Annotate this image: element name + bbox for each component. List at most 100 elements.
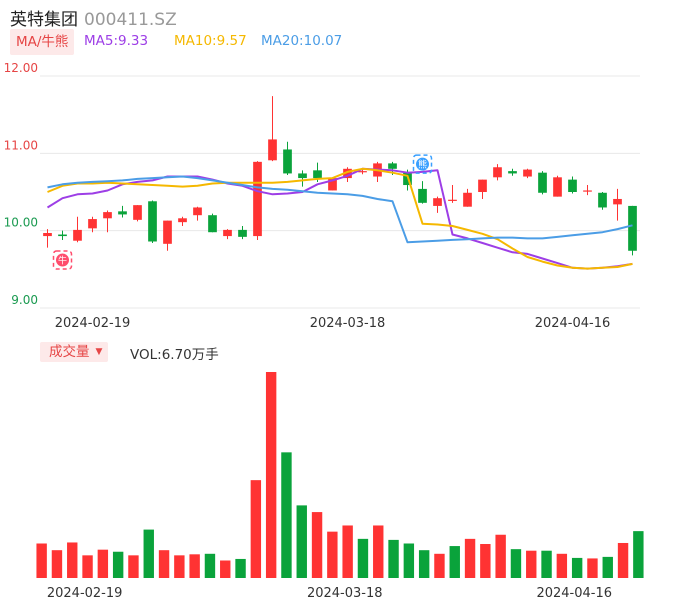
signal-markers: 牛熊: [52, 154, 433, 270]
candle: [463, 188, 472, 207]
candle-body: [538, 172, 547, 193]
volume-x-tick-label: 2024-03-18: [307, 586, 383, 601]
volume-bar: [357, 538, 369, 578]
candle-body: [598, 192, 607, 208]
volume-bar: [327, 531, 338, 578]
candle: [493, 164, 502, 181]
candle-body: [253, 161, 262, 237]
candle-body: [433, 198, 442, 206]
volume-bar: [617, 542, 629, 578]
candle-body: [448, 199, 457, 201]
ma-lines: [46, 167, 633, 270]
chevron-down-icon: ▼: [95, 347, 103, 357]
volume-bar: [373, 525, 384, 578]
candle: [283, 141, 292, 175]
volume-bar: [342, 525, 353, 578]
candle-body: [343, 168, 352, 179]
volume-bar: [112, 551, 124, 578]
candle-body: [313, 170, 322, 179]
candle: [58, 230, 67, 240]
candle: [88, 216, 97, 233]
volume-bar: [250, 480, 262, 578]
candle: [433, 196, 442, 213]
volume-bar: [526, 550, 537, 578]
volume-bar: [633, 531, 644, 578]
candle: [628, 205, 637, 256]
x-tick-label: 2024-04-16: [535, 316, 611, 331]
candle: [478, 179, 487, 199]
ma-indicator-tag[interactable]: MA/牛熊: [10, 29, 75, 55]
volume-tag-label: 成交量: [49, 344, 90, 360]
candle: [178, 216, 187, 227]
volume-value: VOL:6.70万手: [130, 347, 219, 363]
candle-body: [568, 179, 577, 192]
candle-body: [508, 171, 517, 174]
bear-signal-icon: 熊: [412, 154, 433, 174]
candle: [343, 167, 352, 182]
signal-frame: [52, 250, 73, 270]
price-date-axis: 2024-02-19 2024-03-18 2024-04-16: [55, 316, 611, 331]
volume-bar: [128, 555, 139, 578]
ma10-legend: MA10:9.57: [174, 33, 247, 49]
candle: [613, 188, 622, 221]
ma10-line: [47, 167, 633, 270]
candle: [148, 200, 157, 244]
candle-body: [583, 190, 592, 192]
ma5-legend: MA5:9.33: [84, 33, 149, 49]
volume-bar: [602, 556, 613, 578]
candle-body: [43, 232, 52, 237]
volume-bar: [204, 553, 216, 578]
volume-bar: [265, 372, 277, 578]
volume-bar: [311, 512, 323, 578]
candle: [223, 229, 232, 240]
volume-bar: [36, 543, 47, 578]
candle: [448, 185, 457, 203]
volume-bar: [82, 555, 93, 578]
candle-body: [163, 220, 172, 244]
candle-body: [58, 234, 67, 237]
candle-body: [103, 212, 112, 219]
candle-body: [88, 219, 97, 229]
candle-body: [298, 173, 307, 179]
candle-body: [223, 229, 232, 237]
volume-bar: [556, 553, 568, 578]
volume-bar: [495, 534, 506, 578]
volume-date-axis: 2024-02-19 2024-03-18 2024-04-16: [47, 586, 612, 601]
candle: [538, 171, 547, 195]
candle: [583, 185, 592, 196]
candles: [43, 96, 637, 256]
volume-bar: [464, 538, 476, 578]
candle-body: [478, 179, 487, 192]
stock-header: 英特集团 000411.SZ: [10, 5, 177, 30]
candle: [298, 170, 307, 187]
volume-bar: [296, 505, 307, 578]
candle-body: [208, 215, 217, 233]
volume-bar: [510, 549, 522, 578]
volume-bar: [480, 544, 491, 578]
volume-bar: [143, 529, 154, 578]
volume-bar: [571, 557, 583, 578]
candle-body: [328, 178, 337, 191]
candle-body: [358, 171, 367, 173]
candle-body: [553, 177, 562, 197]
volume-bar: [587, 558, 598, 578]
candle-body: [418, 188, 427, 203]
candle-body: [523, 169, 532, 177]
volume-indicator-tag[interactable]: 成交量 ▼: [40, 342, 109, 362]
volume-bar: [418, 550, 430, 578]
volume-bar: [174, 555, 185, 578]
volume-bar: [67, 542, 78, 578]
candle: [553, 175, 562, 197]
stock-code: 000411.SZ: [84, 10, 177, 30]
signal-label: 牛: [58, 255, 67, 267]
volume-bars: [36, 372, 644, 578]
candle: [118, 205, 127, 218]
candle-body: [283, 149, 292, 174]
volume-bar: [51, 550, 63, 578]
candle: [193, 206, 202, 221]
y-tick-label: 10.00: [4, 216, 38, 230]
ma20-legend: MA20:10.07: [261, 33, 343, 49]
volume-bar: [220, 560, 231, 578]
candle-body: [193, 207, 202, 216]
